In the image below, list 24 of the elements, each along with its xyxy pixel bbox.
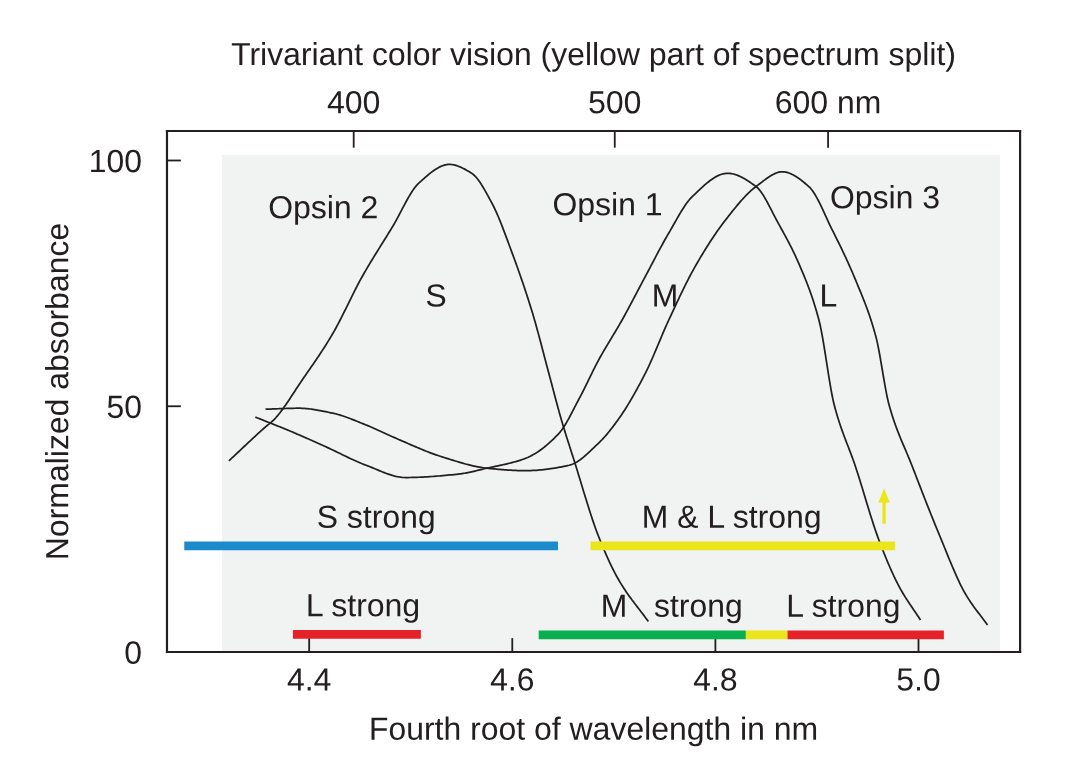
x2-tick-label: 600 nm bbox=[776, 90, 880, 114]
y-tick-label: 0 bbox=[125, 641, 141, 664]
annotation: Opsin 1 bbox=[553, 192, 661, 222]
annotation: Opsin 2 bbox=[269, 195, 377, 225]
x-tick-label: 4.6 bbox=[490, 668, 534, 691]
annotation: Opsin 3 bbox=[831, 185, 939, 215]
x2-tick-label: 400 bbox=[327, 90, 380, 114]
annotation: L bbox=[822, 284, 837, 307]
annotation: M & L strong bbox=[644, 505, 820, 535]
y-tick-label: 50 bbox=[107, 395, 141, 419]
annotation: S bbox=[426, 284, 446, 307]
y-axis-title: Normalized absorbance bbox=[45, 224, 69, 558]
x-tick-label: 4.4 bbox=[287, 668, 331, 691]
annotation: M bbox=[654, 284, 676, 307]
chart-title: Trivariant color vision (yellow part of spectrum split) bbox=[231, 41, 954, 72]
annotation: S strong bbox=[318, 505, 434, 535]
annotation: L strong bbox=[308, 594, 419, 623]
x-axis-title: Fourth root of wavelength in nm bbox=[371, 716, 817, 747]
x-tick-label: 4.8 bbox=[693, 668, 737, 691]
y-tick-label: 100 bbox=[91, 149, 141, 173]
x2-tick-label: 500 bbox=[589, 90, 641, 114]
x-tick-label: 5.0 bbox=[897, 668, 940, 691]
annotation: M strong bbox=[603, 594, 741, 624]
annotation: L strong bbox=[788, 594, 899, 624]
